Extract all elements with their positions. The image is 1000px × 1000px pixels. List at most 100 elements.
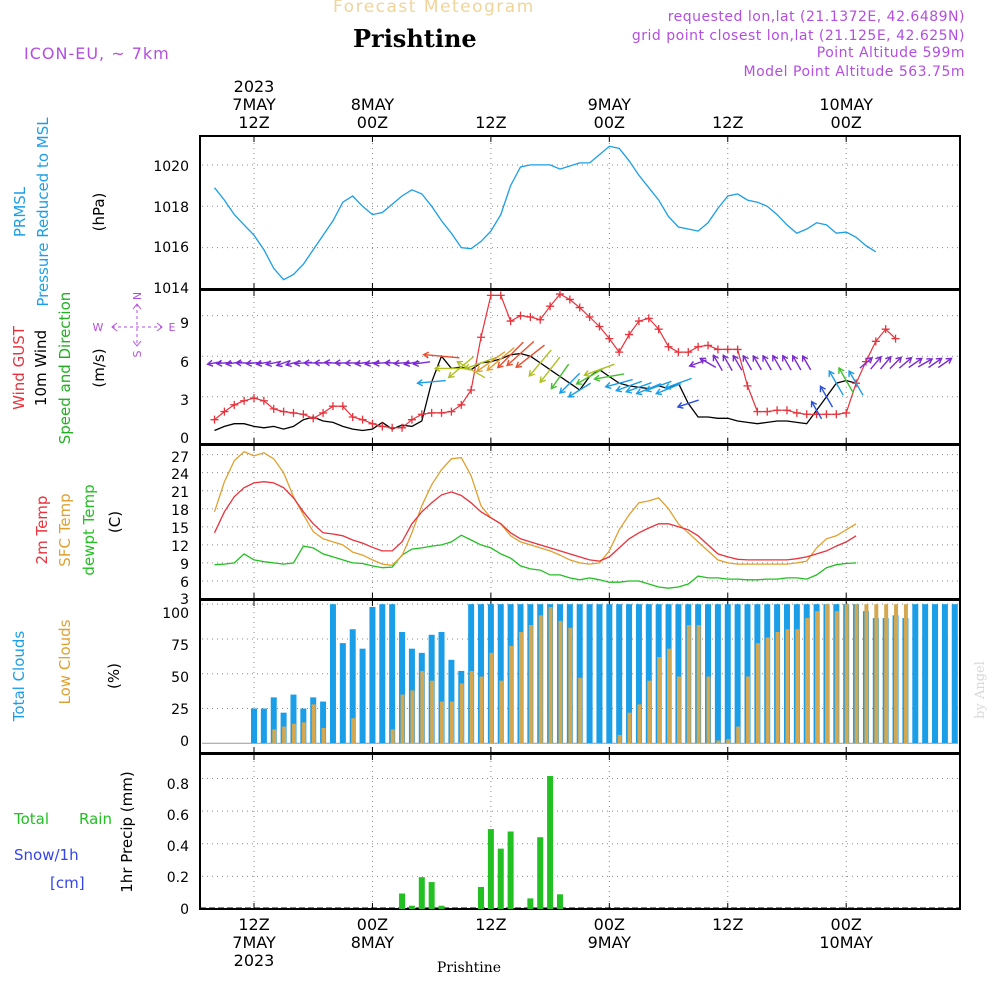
rain-bar [428, 882, 435, 909]
low-cloud-bar [518, 631, 523, 744]
rain-bar [438, 905, 445, 909]
wind-direction-arrow [625, 382, 652, 394]
wind-direction-arrow [762, 354, 772, 371]
wind-panel: Wind GUST 10m Wind Speed and Direction (… [10, 289, 961, 447]
bottom-axis-hour-label: 00Z [594, 915, 625, 934]
total-cloud-bar [714, 604, 721, 744]
wind-direction-arrow [264, 360, 282, 368]
wind-gust-marker [328, 402, 337, 411]
top-axis-hour-label: 00Z [357, 113, 388, 132]
low-cloud-bar [469, 670, 474, 744]
total-cloud-bar [369, 606, 376, 744]
rain-bar [507, 831, 514, 909]
low-cloud-bar [686, 625, 691, 744]
rain-bar [537, 837, 544, 909]
wind-gust-marker [338, 402, 347, 411]
wind-gust-marker [595, 322, 604, 331]
temp-tick-9: 9 [180, 557, 189, 573]
low-cloud-bar [676, 676, 681, 744]
wind-direction-arrow [712, 354, 723, 371]
wind-tick-9: 9 [180, 316, 189, 332]
cloud-tick-50: 50 [171, 670, 189, 686]
rain-bar [408, 905, 415, 909]
wind-gust-markers [210, 290, 900, 432]
wind-gust-marker [398, 423, 407, 432]
rain-bar [487, 829, 494, 909]
top-axis-hour-label: 00Z [831, 113, 862, 132]
total-cloud-bar [645, 604, 652, 744]
top-axis-date-label: 9MAY [588, 95, 632, 114]
total-cloud-bar [922, 604, 929, 744]
wind-direction-arrow [699, 357, 717, 369]
wind-gust-marker [763, 407, 772, 416]
wind-direction-arrow [742, 354, 753, 371]
low-cloud-bar [390, 729, 395, 744]
temp-unit-label: (C) [106, 511, 124, 533]
bottom-axis-date-label: 7MAY [232, 933, 276, 952]
low-cloud-bar [834, 611, 839, 744]
low-cloud-bar [301, 722, 306, 744]
bottom-axis-hour-label: 12Z [238, 915, 269, 934]
low-cloud-bar [538, 615, 543, 744]
wind-direction-arrow [889, 356, 903, 370]
rain-bar [547, 776, 554, 909]
wind-gust-marker [733, 345, 742, 354]
grid-point-coordinates: grid point closest lon,lat (21.125E, 42.… [631, 28, 965, 44]
wind-gust-marker [309, 414, 318, 423]
total-cloud-bar [912, 604, 919, 744]
forecast-meteogram-title: Forecast Meteogram [333, 0, 535, 17]
wind-gust-marker [259, 396, 268, 405]
total-clouds-label: Total Clouds [10, 631, 28, 723]
low-cloud-bar [726, 739, 731, 744]
total-cloud-bar [260, 708, 267, 744]
wind-gust-marker [881, 325, 890, 334]
low-cloud-bar [657, 657, 662, 744]
low-cloud-bar [321, 727, 326, 744]
rain-bar [478, 886, 485, 909]
wind-gust-marker [279, 407, 288, 416]
wind-direction-arrow [447, 355, 475, 379]
low-cloud-bar [430, 680, 435, 744]
wind-direction-arrow [664, 377, 692, 390]
temp-tick-18: 18 [171, 503, 189, 519]
total-cloud-bar [438, 631, 445, 744]
wind-speed-line [214, 352, 857, 432]
wind-gust-marker [407, 415, 416, 424]
wind-gust-marker [634, 317, 643, 326]
wind-direction-arrow [819, 385, 834, 408]
wind-direction-arrow [593, 373, 625, 382]
total-cloud-bar [389, 604, 396, 744]
low-cloud-bar [440, 701, 445, 744]
low-cloud-bar [548, 606, 553, 744]
total-cloud-bar [270, 697, 277, 744]
wind-gust-marker [704, 341, 713, 350]
rain-bars [399, 776, 563, 909]
wind-direction-arrow [528, 349, 552, 378]
wind-gust-marker [437, 408, 446, 417]
temp-tick-12: 12 [171, 539, 189, 555]
wind-direction-arrow [416, 379, 446, 387]
wind-direction-arrow [412, 359, 431, 368]
cloud-tick-75: 75 [171, 638, 189, 654]
temp-tick-27: 27 [171, 450, 189, 466]
bottom-axis-date-label: 8MAY [351, 933, 395, 952]
compass-arrows [111, 303, 163, 347]
low-cloud-bar [795, 629, 800, 744]
snow-label: Snow/1h [14, 846, 79, 864]
wind-direction-arrow [635, 383, 662, 396]
precip-tick-0-2: 0.2 [167, 870, 189, 886]
pressure-label-msl: Pressure Reduced to MSL [34, 117, 52, 307]
top-axis-date-label: 7MAY [232, 95, 276, 114]
cloud-tick-100: 100 [162, 606, 189, 622]
low-cloud-bar [864, 604, 869, 744]
wind-gust-marker [368, 419, 377, 428]
low-cloud-bar [736, 726, 741, 744]
precip-tick-0-4: 0.4 [167, 839, 189, 855]
wind-gust-marker [713, 345, 722, 354]
wind-direction-arrow [848, 369, 864, 396]
wind-direction-arrow [859, 356, 874, 369]
wind-gust-marker [210, 415, 219, 424]
wind-direction-arrow [463, 356, 498, 371]
snow-unit-label: [cm] [50, 874, 85, 892]
wind-direction-arrow [898, 356, 913, 369]
